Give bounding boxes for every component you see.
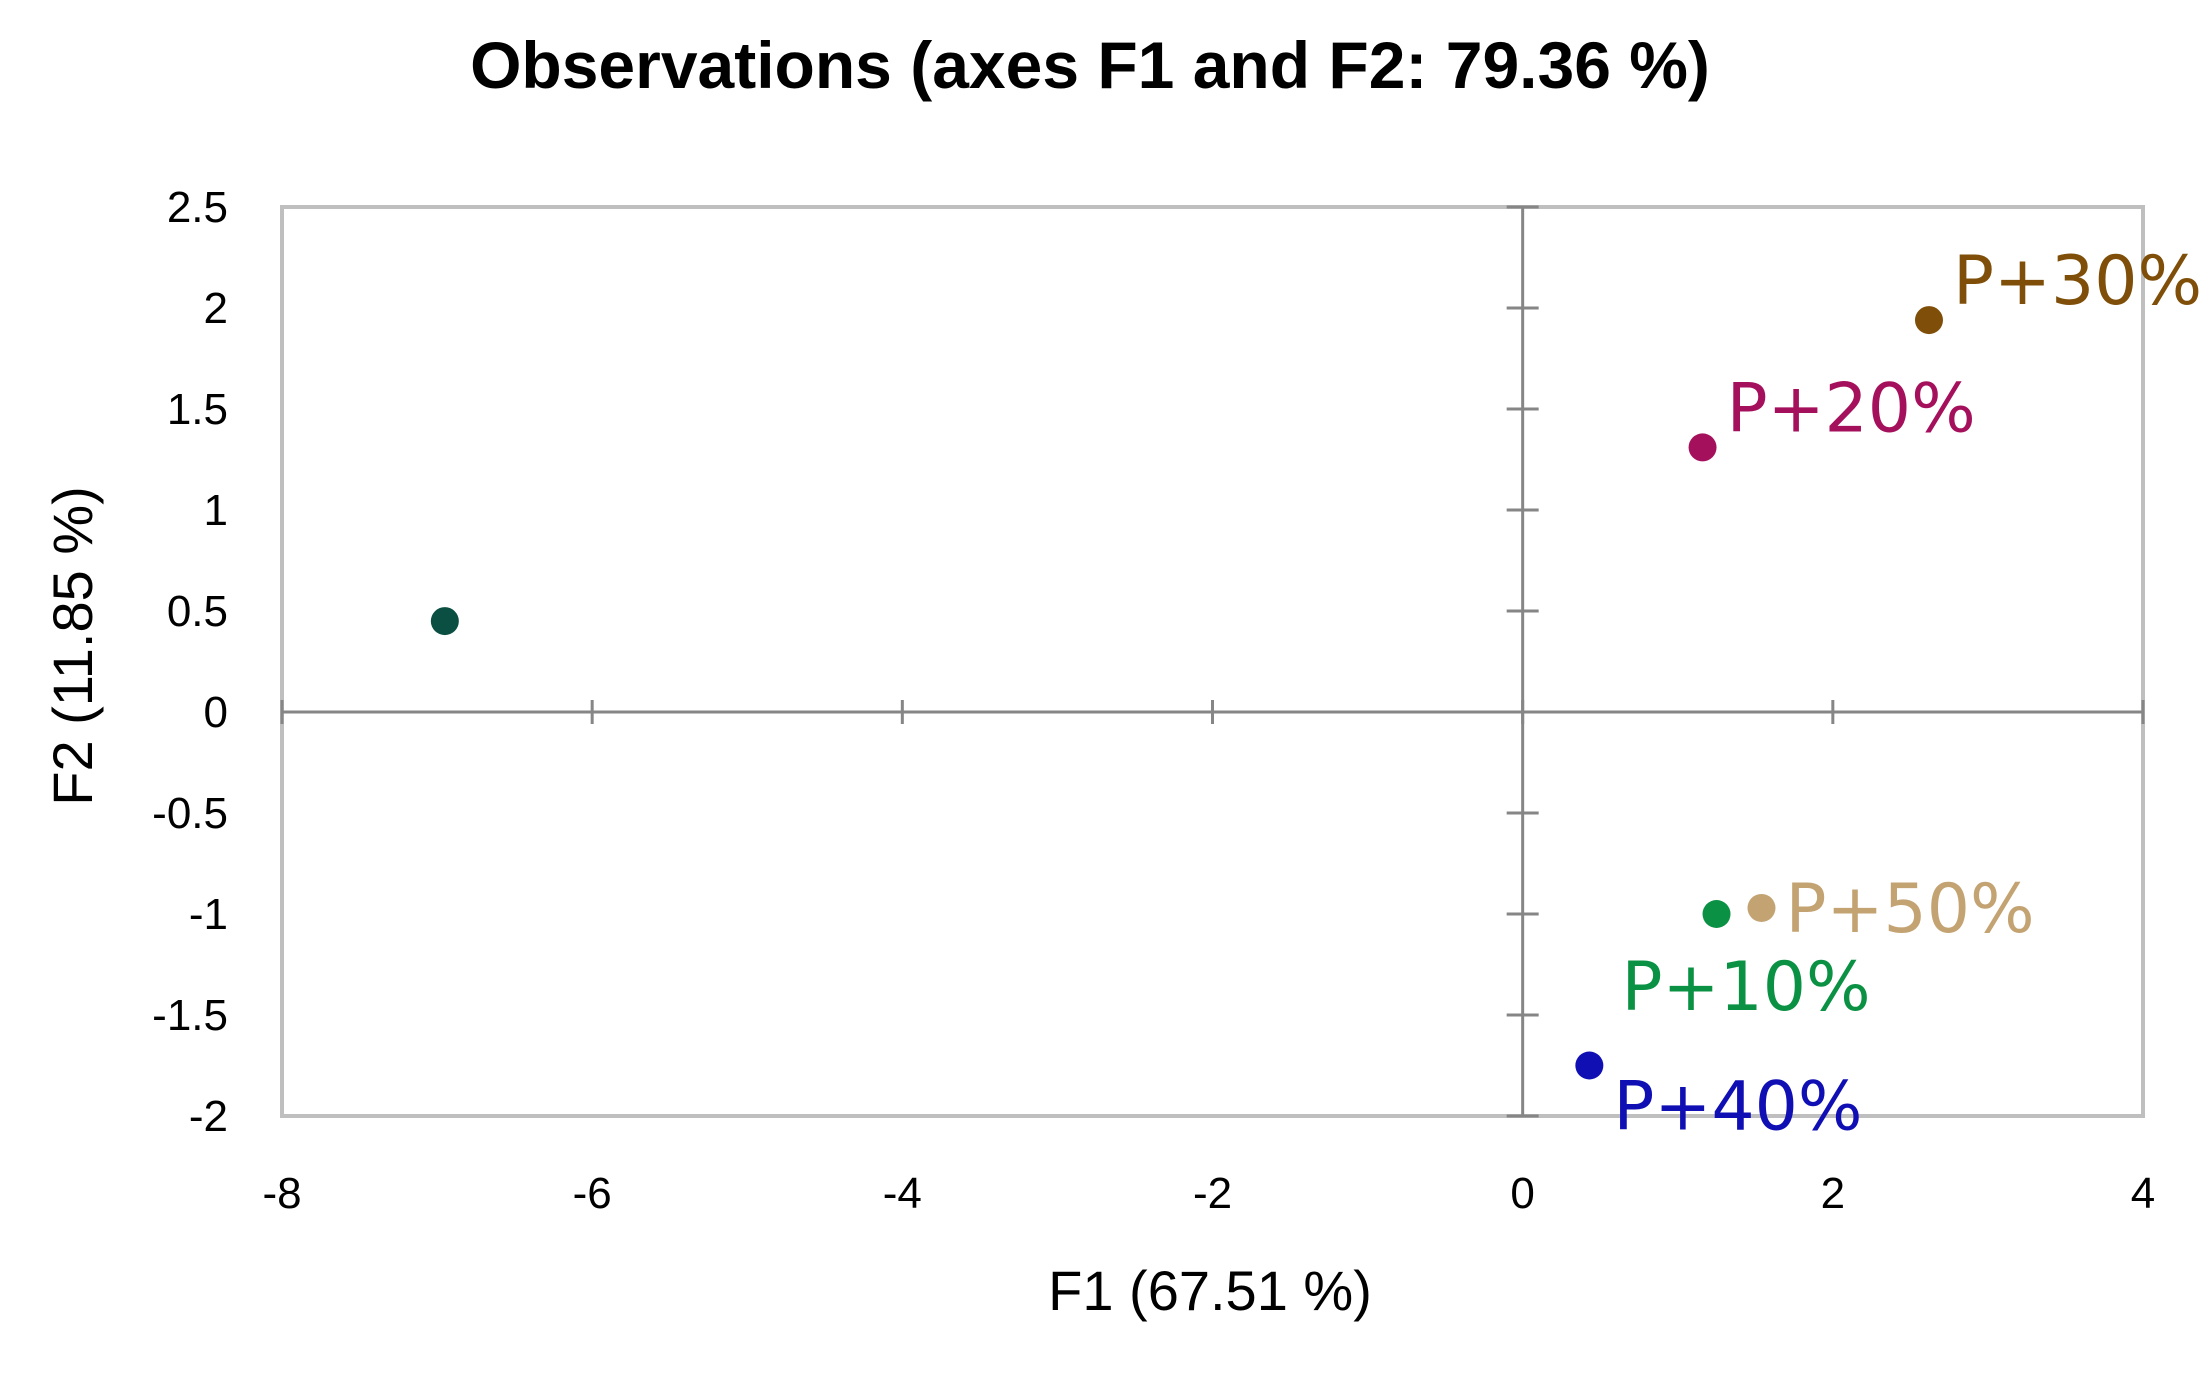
- y-tick-label: 1: [204, 486, 228, 535]
- y-tick-label: 0.5: [167, 587, 228, 636]
- data-point-label: P+40%: [1613, 1068, 1862, 1147]
- y-tick-label: 1.5: [167, 385, 228, 434]
- x-tick-label: 0: [1510, 1169, 1534, 1218]
- x-tick-label: -4: [883, 1169, 922, 1218]
- data-point: [430, 607, 459, 636]
- plot-frame: [280, 205, 2145, 1118]
- data-point-label: P+50%: [1785, 870, 2034, 949]
- data-point: [1914, 306, 1943, 335]
- data-point: [1702, 900, 1731, 928]
- y-axis-ticks: 2.5 2 1.5 1 0.5 0 -0.5 -1 -1.5 -2: [152, 183, 1539, 1141]
- data-points: [430, 306, 1943, 1080]
- x-tick-label: 4: [2131, 1169, 2155, 1218]
- x-tick-label: -2: [1193, 1169, 1232, 1218]
- y-tick-label: -2: [189, 1092, 228, 1141]
- data-point-label: P+30%: [1953, 242, 2200, 321]
- x-axis-ticks: -8 -6 -4 -2 0 2 4: [262, 700, 2155, 1218]
- y-tick-label: -0.5: [152, 789, 228, 838]
- x-tick-label: -6: [573, 1169, 612, 1218]
- data-point: [1688, 433, 1717, 462]
- y-axis-label: F2 (11.85 %): [41, 486, 104, 806]
- chart-title: Observations (axes F1 and F2: 79.36 %): [470, 28, 1710, 102]
- y-tick-label: -1: [189, 890, 228, 939]
- data-point: [1575, 1051, 1604, 1080]
- data-point: [1747, 893, 1776, 922]
- y-tick-label: 2: [204, 284, 228, 333]
- x-tick-label: 2: [1821, 1169, 1845, 1218]
- data-point-label: P+10%: [1622, 948, 1871, 1027]
- y-tick-label: 2.5: [167, 183, 228, 232]
- x-tick-label: -8: [262, 1169, 301, 1218]
- y-tick-label: -1.5: [152, 991, 228, 1040]
- data-point-labels: P+30% P+20% P+50%P+10% P+40%: [1613, 242, 2200, 1146]
- x-axis-label: F1 (67.51 %): [1048, 1259, 1372, 1322]
- y-tick-label: 0: [204, 688, 228, 737]
- data-point-label: P+20%: [1727, 369, 1976, 448]
